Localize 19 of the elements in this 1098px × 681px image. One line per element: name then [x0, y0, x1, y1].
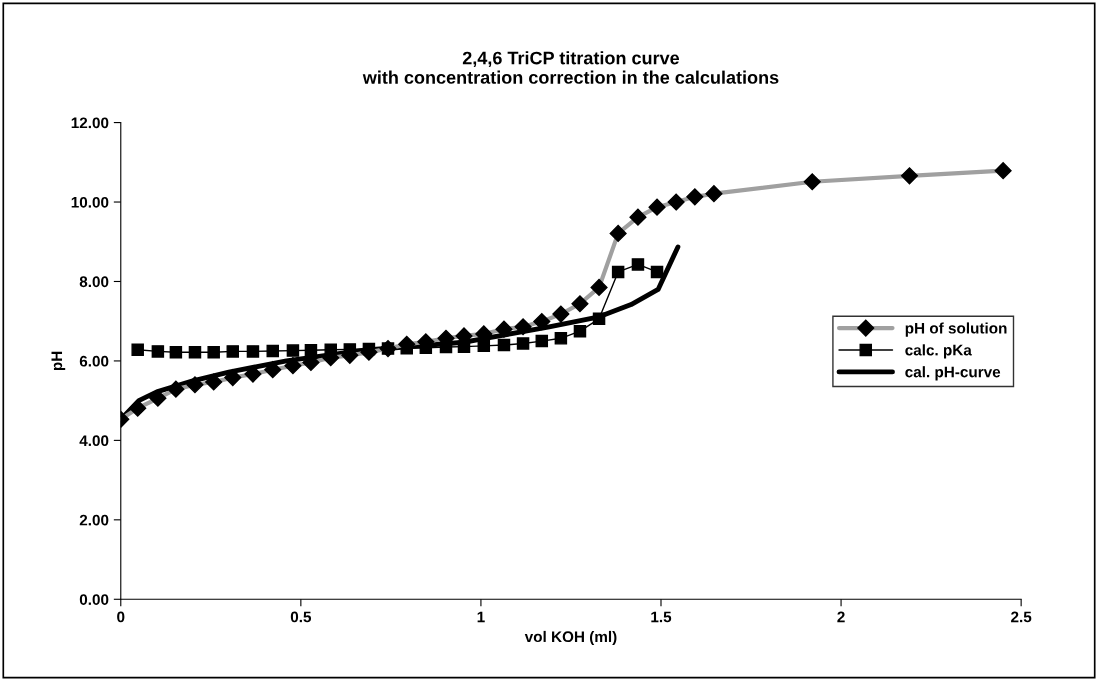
y-axis-title: pH: [51, 351, 66, 371]
x-tick-label: 0: [117, 611, 125, 623]
y-tick-label: 4.00: [79, 435, 109, 447]
y-tick-label: 2.00: [79, 514, 109, 526]
chart-title: 2,4,6 TriCP titration curve with concentration correction in the calculations: [362, 51, 779, 84]
legend-label: cal. pH-curve: [905, 366, 1001, 381]
y-tick-label: 10.00: [71, 196, 109, 208]
y-tick-label: 8.00: [79, 276, 109, 288]
y-tick-label: 0.00: [79, 594, 109, 605]
x-tick-label: 2.5: [1011, 611, 1032, 623]
y-tick-label: 6.00: [79, 355, 109, 367]
legend-label: pH of solution: [905, 322, 1007, 337]
x-axis-title: vol KOH (ml): [524, 630, 617, 646]
x-tick-label: 2: [837, 611, 845, 623]
y-tick-label: 12.00: [71, 117, 109, 129]
legend-label: calc. pKa: [905, 344, 972, 359]
x-tick-label: 1: [477, 611, 485, 623]
x-tick-label: 1.5: [651, 611, 672, 623]
x-tick-label: 0.5: [290, 611, 312, 623]
